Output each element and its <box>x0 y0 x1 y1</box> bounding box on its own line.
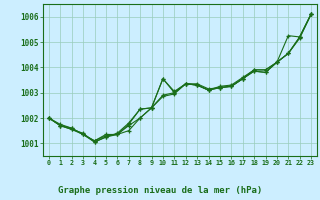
Text: Graphe pression niveau de la mer (hPa): Graphe pression niveau de la mer (hPa) <box>58 186 262 195</box>
